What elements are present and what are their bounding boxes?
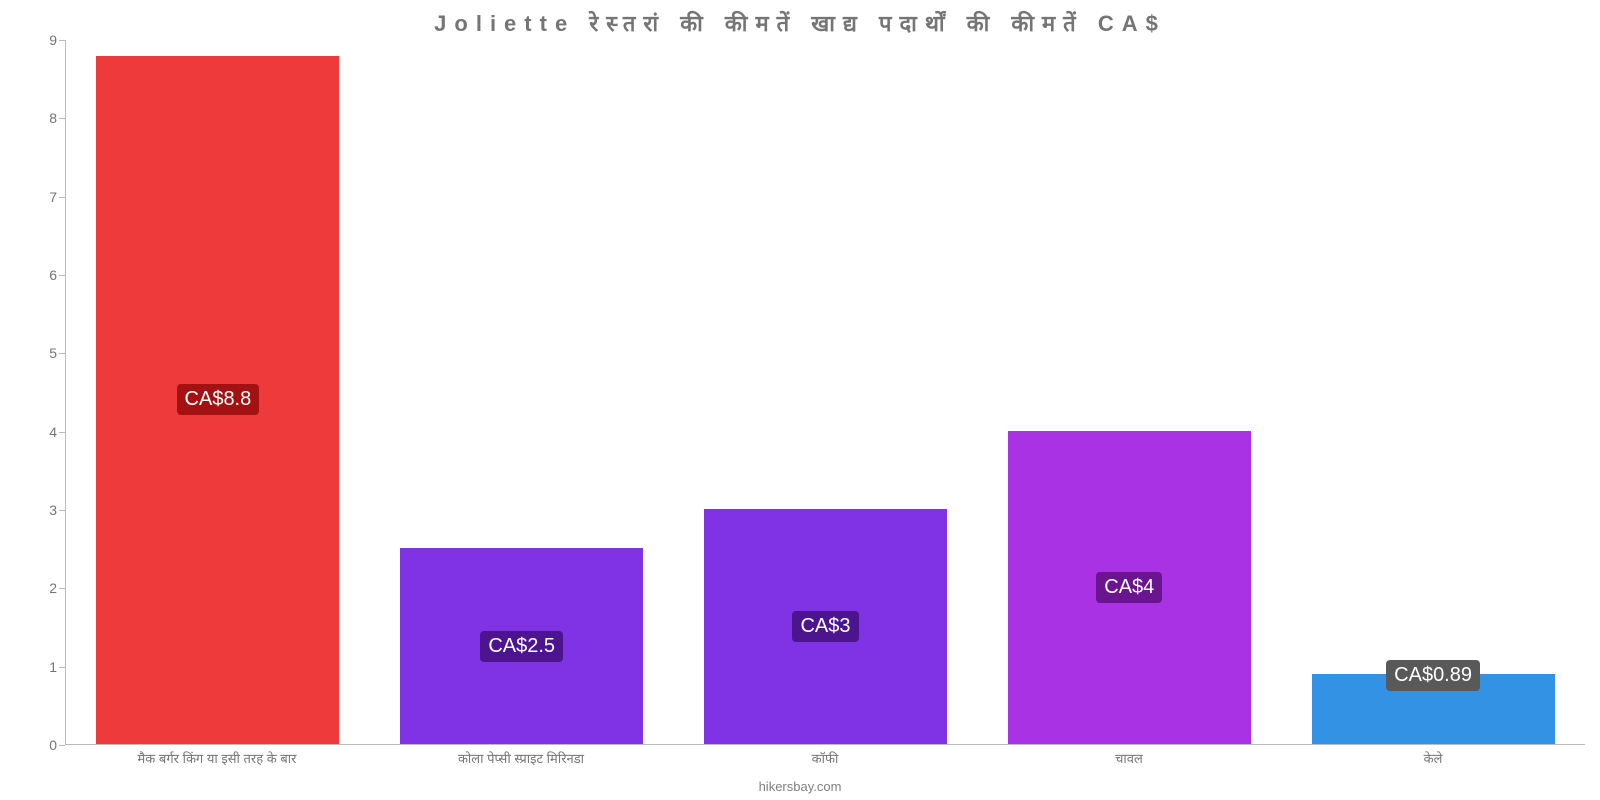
y-tick-label: 1	[49, 659, 57, 675]
x-tick-label: केले	[1281, 745, 1585, 770]
chart-credit: hikersbay.com	[0, 779, 1600, 794]
bar: CA$2.5	[400, 548, 643, 744]
price-bar-chart: Joliette रेस्तरां की कीमतें खाद्य पदार्थ…	[0, 0, 1600, 800]
bar: CA$0.89	[1312, 674, 1555, 744]
bar: CA$3	[704, 509, 947, 744]
bar-value-label: CA$2.5	[480, 631, 563, 662]
y-tick-label: 8	[49, 110, 57, 126]
y-tick-label: 2	[49, 580, 57, 596]
bar-slot: CA$3	[674, 40, 978, 744]
x-tick-label: मैक बर्गर किंग या इसी तरह के बार	[65, 745, 369, 770]
bar-value-label: CA$3	[792, 611, 858, 642]
y-tick-label: 5	[49, 345, 57, 361]
bar-value-label: CA$4	[1096, 572, 1162, 603]
bar-value-label: CA$0.89	[1386, 660, 1480, 691]
x-tick-label: चावल	[977, 745, 1281, 770]
bar: CA$8.8	[96, 56, 339, 744]
x-tick-label: कोला पेप्सी स्प्राइट मिरिनडा	[369, 745, 673, 770]
y-tick-label: 3	[49, 502, 57, 518]
y-axis: 0123456789	[35, 40, 65, 745]
y-tick-label: 0	[49, 737, 57, 753]
y-tick-label: 7	[49, 189, 57, 205]
bar: CA$4	[1008, 431, 1251, 744]
x-tick-label: कॉफी	[673, 745, 977, 770]
bar-slot: CA$4	[977, 40, 1281, 744]
bar-value-label: CA$8.8	[177, 384, 260, 415]
y-tick-label: 4	[49, 424, 57, 440]
y-tick-label: 9	[49, 32, 57, 48]
bar-slot: CA$0.89	[1281, 40, 1585, 744]
y-tick-label: 6	[49, 267, 57, 283]
x-axis: मैक बर्गर किंग या इसी तरह के बारकोला पेप…	[65, 745, 1585, 770]
plot-area: 0123456789 CA$8.8CA$2.5CA$3CA$4CA$0.89	[35, 40, 1585, 745]
chart-title: Joliette रेस्तरां की कीमतें खाद्य पदार्थ…	[0, 0, 1600, 38]
bars-area: CA$8.8 CA$2.5 CA$3 CA$4 CA$0.89	[65, 40, 1585, 745]
bar-slot: CA$2.5	[370, 40, 674, 744]
bar-slot: CA$8.8	[66, 40, 370, 744]
